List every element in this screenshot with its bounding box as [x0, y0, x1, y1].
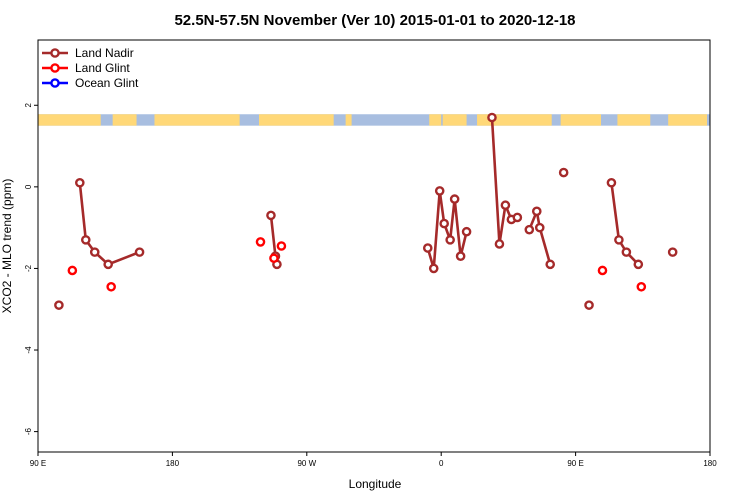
land-nadir-point — [667, 247, 678, 257]
landmask-land-3 — [259, 114, 334, 126]
land-glint-point — [636, 281, 647, 292]
land-nadir-point — [534, 222, 545, 233]
legend-marker-land-nadir — [50, 48, 60, 58]
series-land-nadir — [54, 112, 678, 310]
landmask-land-6 — [442, 114, 467, 126]
x-tick-label: 90 E — [30, 459, 46, 468]
land-nadir-point — [614, 235, 624, 245]
landmask-land-1 — [112, 114, 137, 126]
land-nadir-point — [512, 212, 523, 223]
land-nadir-point — [621, 247, 632, 257]
y-tick-label: 0 — [24, 184, 33, 189]
landmask-land-4 — [345, 114, 352, 126]
land-nadir-point — [434, 186, 445, 196]
land-nadir-point — [103, 259, 113, 270]
land-nadir-point — [531, 206, 542, 217]
land-nadir-point — [455, 251, 466, 261]
landmask-band — [38, 114, 710, 126]
land-nadir-point — [428, 263, 439, 274]
y-axis: 2 0 -2 -4 -6 — [24, 102, 38, 435]
land-nadir-point — [500, 200, 511, 211]
series-layer — [54, 112, 678, 310]
landmask-land-0 — [38, 114, 101, 126]
legend-label-land-glint: Land Glint — [75, 61, 130, 75]
land-nadir-point — [606, 177, 617, 188]
plot-frame — [37, 39, 711, 453]
land-nadir-point — [545, 259, 556, 270]
y-tick-label: 2 — [24, 102, 33, 107]
land-glint-point — [67, 265, 78, 276]
y-tick-label: -6 — [24, 428, 33, 436]
land-nadir-point — [494, 239, 505, 249]
land-nadir-point — [449, 194, 460, 204]
x-tick-label: 0 — [439, 459, 444, 468]
land-nadir-line-5 — [528, 206, 552, 265]
land-nadir-point — [54, 300, 64, 310]
land-nadir-point — [633, 259, 644, 270]
x-tick-label: 180 — [166, 459, 180, 468]
land-nadir-point — [75, 177, 85, 188]
landmask-ocean — [38, 114, 710, 126]
legend-marker-land-glint — [50, 63, 60, 73]
landmask-land-2 — [154, 114, 240, 126]
land-glint-point — [276, 241, 287, 251]
land-nadir-line-8 — [610, 182, 640, 266]
land-nadir-point — [558, 167, 569, 178]
landmask-land-10 — [668, 114, 708, 126]
chart-title: 52.5N-57.5N November (Ver 10) 2015-01-01… — [174, 12, 575, 29]
legend-marker-ocean-glint — [50, 78, 60, 88]
x-tick-label: 90 W — [297, 459, 316, 468]
land-nadir-point — [80, 235, 91, 245]
y-tick-label: -4 — [24, 346, 33, 354]
landmask-land-5 — [429, 114, 442, 126]
land-glint-point — [106, 281, 116, 292]
land-nadir-point — [439, 218, 449, 229]
series-land-glint — [67, 237, 647, 292]
landmask-land-7 — [477, 114, 552, 126]
landmask-land-9 — [617, 114, 651, 126]
x-axis: 90 E 180 90 W 0 90 E 180 — [30, 452, 717, 468]
landmask-land-8 — [560, 114, 601, 126]
land-glint-point — [269, 253, 279, 264]
land-nadir-point — [524, 224, 535, 235]
land-nadir-line-3 — [426, 190, 468, 269]
y-axis-label: XCO2 - MLO trend (ppm) — [0, 179, 14, 314]
land-nadir-point — [422, 243, 433, 253]
x-tick-label: 90 E — [567, 459, 583, 468]
y-tick-label: -2 — [24, 264, 33, 272]
land-nadir-point — [487, 112, 497, 123]
land-glint-point — [597, 265, 608, 276]
land-nadir-point — [584, 300, 594, 310]
x-axis-label: Longitude — [349, 477, 402, 491]
land-nadir-point — [134, 247, 145, 257]
land-nadir-point — [266, 210, 276, 221]
land-nadir-point — [89, 247, 100, 257]
x-tick-label: 180 — [703, 459, 717, 468]
legend-label-ocean-glint: Ocean Glint — [75, 76, 139, 90]
land-glint-point — [255, 237, 266, 247]
legend-label-land-nadir: Land Nadir — [75, 46, 134, 60]
land-nadir-point — [445, 235, 455, 245]
land-nadir-point — [461, 226, 472, 237]
